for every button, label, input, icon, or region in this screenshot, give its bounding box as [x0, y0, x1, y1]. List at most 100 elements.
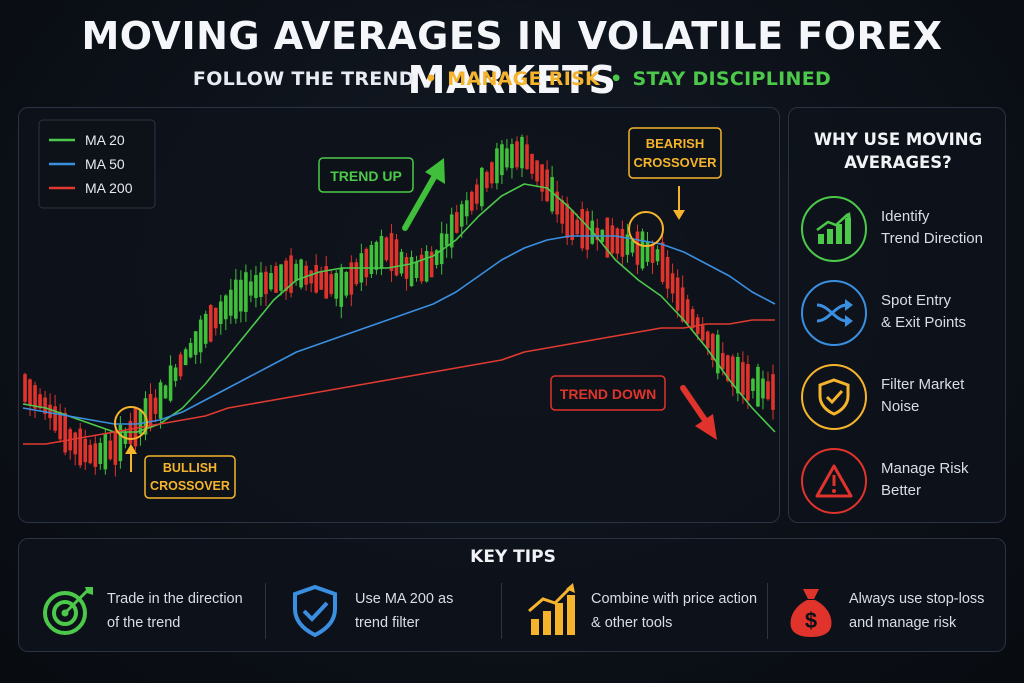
candlestick — [314, 254, 318, 294]
candle-body — [274, 266, 278, 293]
candlestick — [751, 377, 755, 399]
candle-body — [434, 250, 439, 265]
candle-body — [379, 235, 384, 269]
candlestick — [495, 142, 499, 190]
candlestick — [449, 207, 454, 259]
tip-divider — [767, 583, 768, 639]
tip-line2: & other tools — [591, 615, 673, 631]
candlestick — [409, 250, 414, 287]
candlestick — [525, 135, 529, 170]
candle-body — [615, 228, 620, 254]
candle-body — [761, 378, 765, 399]
candle-body — [168, 365, 173, 401]
candle-body — [771, 374, 775, 410]
candle-body — [153, 397, 158, 414]
candle-body — [88, 444, 93, 464]
candle-body — [158, 382, 163, 419]
candle-body — [254, 275, 258, 298]
subtitle-follow-trend: FOLLOW THE TREND — [192, 68, 415, 90]
candle-body — [635, 231, 640, 265]
ma-line-ma200 — [23, 319, 775, 445]
candle-body — [299, 259, 303, 288]
reason-line2: Noise — [881, 398, 920, 415]
key-tips-title: KEY TIPS — [470, 547, 556, 567]
tip-line2: trend filter — [355, 615, 420, 631]
candlestick — [229, 278, 233, 324]
candlestick — [424, 245, 429, 283]
candlestick — [88, 439, 93, 465]
candlestick — [389, 224, 394, 283]
candle-body — [510, 144, 514, 169]
candle-body — [98, 442, 103, 464]
candlestick — [429, 246, 434, 278]
tip-line1: Always use stop-loss — [849, 591, 985, 607]
candlestick — [640, 228, 645, 271]
candle-body — [63, 412, 67, 453]
candlestick — [339, 263, 344, 319]
candle-body — [454, 212, 459, 233]
tip-stop-loss-label: Always use stop-loss and manage risk — [849, 587, 999, 635]
candlestick — [550, 165, 554, 215]
candle-body — [469, 191, 474, 211]
candlestick — [620, 220, 625, 266]
candle-body — [670, 273, 675, 294]
candle-body — [705, 331, 710, 349]
candle-body — [249, 281, 253, 296]
ma-line-ma50 — [22, 235, 776, 425]
candlestick — [650, 240, 655, 275]
candlestick — [239, 270, 243, 323]
candle-body — [43, 397, 47, 414]
candlestick — [585, 208, 590, 259]
candle-body — [33, 385, 37, 409]
candle-body — [369, 244, 374, 275]
candle-body — [595, 227, 600, 241]
candlestick — [454, 204, 459, 234]
candle-body — [585, 211, 590, 250]
shield-check-icon — [289, 583, 345, 639]
tip-ma200-filter: Use MA 200 as trend filter — [289, 583, 509, 639]
candle-body — [244, 272, 248, 312]
candlestick — [269, 264, 273, 292]
reason-entry-exit-label: Spot Entry & Exit Points — [881, 290, 1001, 334]
candle-body — [720, 353, 725, 370]
candlestick — [670, 263, 675, 303]
candlestick — [264, 266, 268, 307]
bearish-label-line2: CROSSOVER — [633, 155, 717, 170]
candlestick — [746, 355, 750, 409]
candle-body — [766, 381, 770, 400]
candle-body — [213, 307, 218, 329]
candlestick — [665, 250, 670, 299]
candle-body — [103, 433, 108, 470]
money-bag-icon: $ — [783, 583, 839, 639]
candle-body — [560, 200, 564, 224]
candlestick — [354, 258, 359, 287]
candlestick — [655, 245, 660, 266]
candle-body — [746, 364, 750, 401]
candlestick — [384, 236, 389, 262]
candlestick — [279, 264, 283, 296]
candle-body — [650, 243, 655, 263]
candle-body — [173, 367, 178, 381]
candle-body — [294, 263, 298, 281]
candle-body — [73, 432, 78, 455]
candlestick — [234, 268, 238, 324]
candlestick — [178, 351, 183, 380]
candlestick — [168, 355, 173, 403]
candlestick — [73, 431, 78, 466]
key-tips-panel: KEY TIPS Trade in the direction of the t… — [18, 538, 1006, 652]
chart-legend: MA 20 MA 50 MA 200 — [38, 119, 156, 209]
candlestick — [294, 259, 298, 286]
ma-line-ma20 — [22, 183, 776, 433]
candlestick — [309, 269, 313, 293]
reason-line1: Spot Entry — [881, 292, 952, 309]
candlestick — [48, 393, 52, 430]
tip-line1: Trade in the direction — [107, 591, 243, 607]
candlestick — [324, 255, 329, 299]
candle-body — [545, 169, 549, 202]
candle-body — [710, 333, 715, 361]
candlestick — [419, 247, 424, 284]
candlestick — [103, 428, 108, 475]
candlestick — [480, 166, 484, 211]
candlestick — [555, 180, 559, 223]
candlestick — [490, 161, 494, 189]
